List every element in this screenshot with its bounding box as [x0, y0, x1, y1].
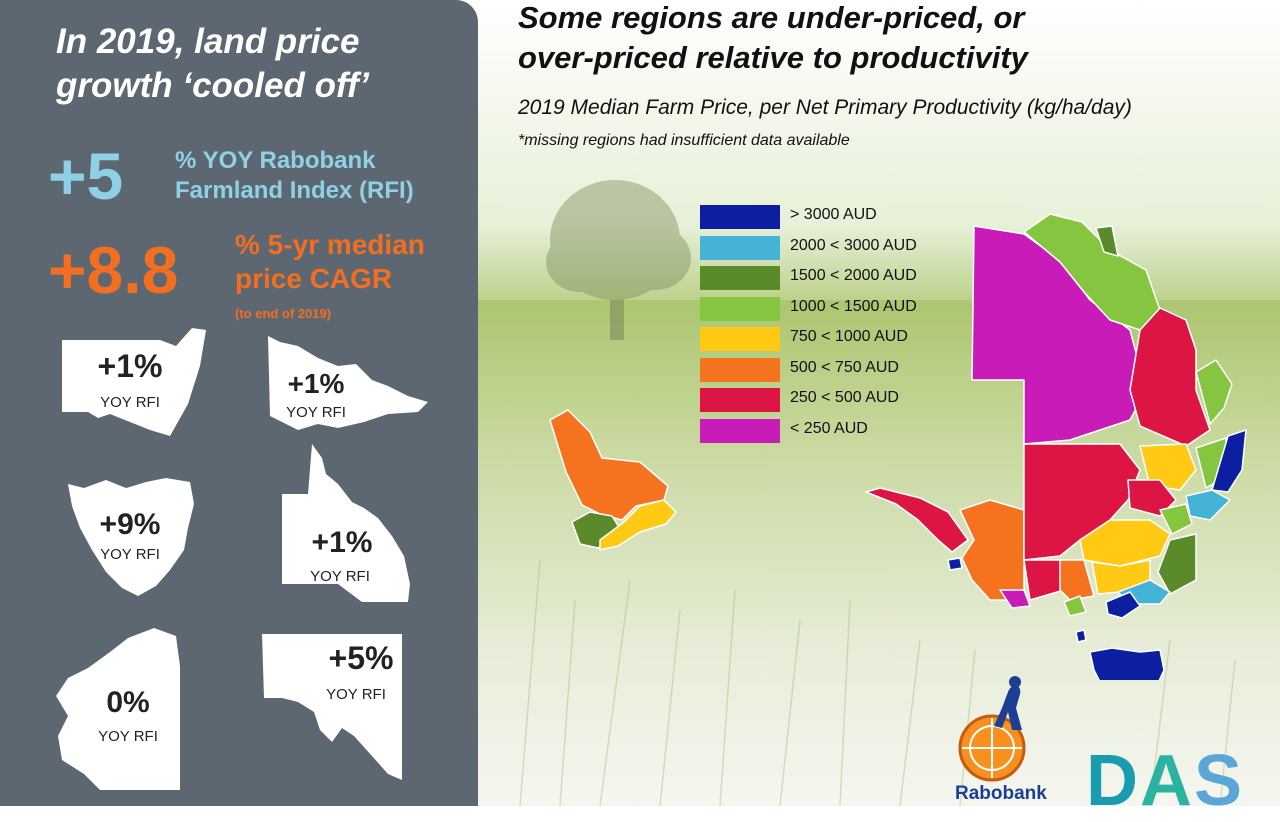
- legend-item: > 3000 AUD: [700, 203, 960, 233]
- map-region-vic-green: [1063, 595, 1087, 617]
- map-region-nsw-green-mid: [1159, 503, 1193, 535]
- qld-outline-icon: [282, 444, 410, 602]
- state-qld-shape: +1% YOY RFI: [282, 444, 414, 604]
- map-footnote: *missing regions had insufficient data a…: [518, 132, 850, 149]
- wa-rfi-value: 0%: [106, 686, 150, 719]
- map-region-nsw-blue-coast: [1211, 429, 1247, 493]
- legend-swatch: [700, 205, 780, 229]
- map-region-wa-yellow: [599, 499, 677, 551]
- panel-title-line-2: growth ‘cooled off’: [56, 66, 370, 105]
- rabobank-logo: [958, 676, 1026, 782]
- das-letter: A: [1140, 741, 1194, 821]
- rfi-label: % YOY Rabobank Farmland Index (RFI): [175, 146, 465, 206]
- map-region-tas-island: [1075, 629, 1087, 643]
- qld-rfi-value: +1%: [311, 526, 373, 559]
- map-region-sa-magenta: [999, 589, 1031, 609]
- wa-outline-icon: [56, 628, 180, 790]
- legend-label: 1500 < 2000 AUD: [790, 267, 917, 284]
- legend-label: < 250 AUD: [790, 419, 868, 437]
- tree-silhouette: [546, 180, 691, 340]
- nsw-rfi-value: +1%: [97, 348, 163, 384]
- legend-swatch: [700, 266, 780, 290]
- map-region-tas-blue: [1089, 647, 1165, 680]
- das-logo: DAS: [1086, 740, 1244, 822]
- map-region-sa-red-2: [1023, 559, 1065, 601]
- legend-item: 2000 < 3000 AUD: [700, 234, 960, 264]
- legend-item: < 250 AUD: [700, 417, 960, 447]
- main-title-line-2: over-priced relative to productivity: [518, 40, 1028, 75]
- rabobank-wordmark: Rabobank: [955, 783, 1047, 804]
- vic-outline-icon: [268, 336, 428, 430]
- map-region-qld-red: [1129, 307, 1211, 447]
- map-region-sa-blue-dot: [947, 557, 963, 571]
- tas-outline-icon: [68, 478, 194, 596]
- legend-item: 1500 < 2000 AUD: [700, 264, 960, 294]
- legend-item: 500 < 750 AUD: [700, 356, 960, 386]
- legend-item: 750 < 1000 AUD: [700, 325, 960, 355]
- map-region-nsw-darkgreen: [1157, 533, 1197, 595]
- legend-swatch: [700, 357, 780, 382]
- legend-label: > 3000 AUD: [790, 206, 877, 223]
- legend-item: 1000 < 1500 AUD: [700, 295, 960, 325]
- state-vic-shape: +1% YOY RFI: [268, 336, 432, 432]
- sa-outline-icon: [262, 634, 402, 780]
- legend-label: 250 < 500 AUD: [790, 389, 899, 406]
- panel-title-line-1: In 2019, land price: [56, 22, 360, 61]
- map-region-sa-red: [865, 487, 969, 553]
- cagr-label-line-2: price CAGR: [235, 263, 393, 294]
- tas-rfi-value: +9%: [99, 508, 161, 541]
- legend-label: 500 < 750 AUD: [790, 358, 899, 376]
- legend-label: 1000 < 1500 AUD: [790, 297, 917, 315]
- tas-rfi-label: YOY RFI: [100, 546, 160, 563]
- legend-swatch: [700, 235, 780, 260]
- sa-rfi-value: +5%: [328, 640, 394, 676]
- map-region-qld-green-coast: [1195, 359, 1233, 425]
- map-region-vic-blue: [1105, 591, 1141, 619]
- map-subtitle: 2019 Median Farm Price, per Net Primary …: [518, 96, 1132, 119]
- map-region-vic-orange: [1059, 559, 1095, 601]
- legend-swatch: [700, 388, 780, 412]
- das-letter: D: [1086, 741, 1140, 821]
- rfi-label-line-1: % YOY Rabobank: [175, 147, 376, 174]
- legend-label: 750 < 1000 AUD: [790, 328, 908, 345]
- map-region-qld-darkgreen-tip: [1095, 225, 1119, 257]
- qld-rfi-label: YOY RFI: [310, 568, 370, 585]
- legend-swatch: [700, 327, 780, 351]
- summary-panel: In 2019, land price growth ‘cooled off’ …: [0, 0, 478, 806]
- map-region-sa-orange-1: [959, 499, 1025, 601]
- vic-rfi-value: +1%: [287, 368, 345, 399]
- nsw-rfi-label: YOY RFI: [100, 394, 160, 411]
- main-title-line-1: Some regions are under-priced, or: [518, 0, 1025, 35]
- rfi-label-line-2: Farmland Index (RFI): [175, 177, 414, 204]
- sa-rfi-label: YOY RFI: [326, 686, 386, 703]
- state-nsw-shape: +1% YOY RFI: [60, 326, 210, 446]
- wa-rfi-label: YOY RFI: [98, 728, 158, 745]
- panel-title: In 2019, land price growth ‘cooled off’: [56, 20, 456, 108]
- legend-swatch: [700, 418, 780, 443]
- cagr-note: (to end of 2019): [235, 306, 332, 321]
- cagr-value: +8.8: [48, 233, 179, 307]
- map-region-nsw-lightblue: [1185, 489, 1231, 521]
- state-tas-shape: +9% YOY RFI: [66, 474, 196, 600]
- legend-label: 2000 < 3000 AUD: [790, 236, 917, 254]
- state-wa-shape: 0% YOY RFI: [54, 626, 184, 790]
- das-letter: S: [1194, 741, 1245, 821]
- rfi-value: +5: [48, 139, 124, 213]
- cagr-label: % 5-yr median price CAGR: [235, 228, 475, 296]
- cagr-label-line-1: % 5-yr median: [235, 229, 425, 260]
- vic-rfi-label: YOY RFI: [286, 404, 346, 421]
- state-sa-shape: +5% YOY RFI: [262, 632, 414, 782]
- region-price-map: [549, 213, 1247, 680]
- main-title: Some regions are under-priced, or over-p…: [518, 0, 1218, 78]
- legend-swatch: [700, 296, 780, 321]
- legend-item: 250 < 500 AUD: [700, 386, 960, 416]
- map-region-nsw-yellow-2: [1079, 519, 1171, 567]
- nsw-outline-icon: [62, 328, 206, 436]
